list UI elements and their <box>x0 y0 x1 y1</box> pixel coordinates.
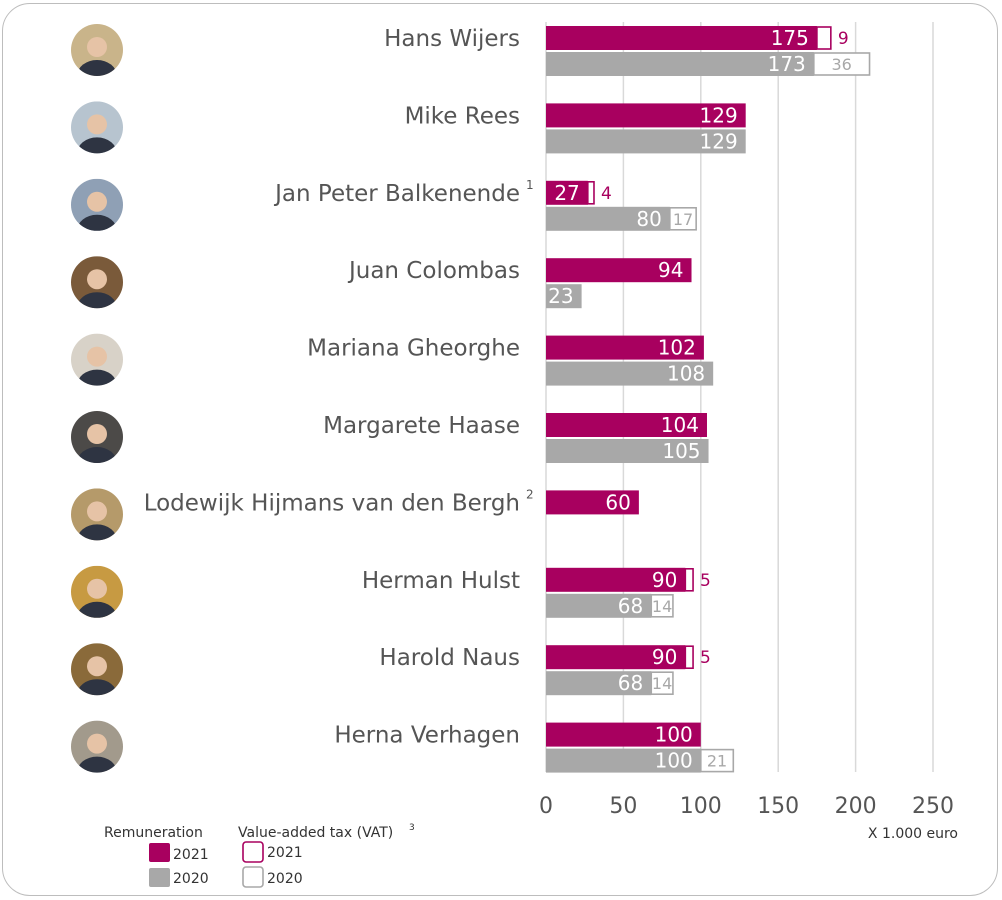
bar-remuneration-2021 <box>546 413 707 437</box>
bar-remuneration-2020 <box>546 52 814 76</box>
person-name: Margarete Haase <box>323 413 520 439</box>
legend-label-vat-2020: 2020 <box>267 871 303 887</box>
legend-swatch-vat-2020 <box>242 866 264 888</box>
person-name: Jan Peter Balkenende <box>273 181 520 207</box>
bar-vat-2021 <box>684 567 694 592</box>
bar-remuneration-2020 <box>546 129 746 154</box>
portrait-avatar-icon <box>71 333 123 386</box>
value-remuneration-2021: 90 <box>652 568 677 592</box>
person-name: Juan Colombas <box>347 258 520 284</box>
value-remuneration-2020: 80 <box>636 207 661 231</box>
value-vat-2020: 36 <box>831 55 851 74</box>
portrait-avatar-icon <box>71 720 123 773</box>
legend-label-vat-2021: 2021 <box>267 845 303 861</box>
portrait-avatar-icon <box>71 565 123 618</box>
value-remuneration-2021: 104 <box>661 413 699 437</box>
person-name: Hans Wijers <box>384 26 520 52</box>
legend-label-remuneration-2020: 2020 <box>173 871 209 887</box>
value-remuneration-2021: 102 <box>658 336 696 360</box>
legend-label-remuneration-2021: 2021 <box>173 847 209 863</box>
value-vat-2021: 5 <box>700 648 711 668</box>
bar-vat-2021 <box>586 181 595 205</box>
bar-vat-2021 <box>816 26 832 50</box>
name-footnote: 2 <box>526 487 534 501</box>
bar-remuneration-2021 <box>546 490 639 515</box>
bar-remuneration-2020 <box>546 748 701 773</box>
bar-vat-2020 <box>669 207 697 231</box>
value-remuneration-2020: 68 <box>618 594 643 618</box>
bar-remuneration-2020 <box>546 439 709 463</box>
value-remuneration-2021: 100 <box>655 723 693 747</box>
value-remuneration-2020: 173 <box>768 52 806 76</box>
x-tick-label: 100 <box>680 794 722 819</box>
x-tick-label: 50 <box>609 794 637 819</box>
person-name: Mariana Gheorghe <box>307 336 520 362</box>
unit-label: X 1.000 euro <box>868 826 958 842</box>
portrait-avatar-icon <box>71 256 123 309</box>
value-remuneration-2021: 94 <box>658 258 683 282</box>
bar-remuneration-2021 <box>546 180 588 205</box>
portrait-avatar-icon <box>71 101 123 154</box>
bar-remuneration-2021 <box>546 26 817 50</box>
person-name: Herman Hulst <box>362 568 520 594</box>
bar-remuneration-2021 <box>546 567 686 592</box>
value-remuneration-2021: 90 <box>652 645 677 669</box>
portrait-avatar-icon <box>71 24 123 76</box>
bar-remuneration-2020 <box>546 284 582 309</box>
bar-vat-2020 <box>699 748 735 773</box>
bar-remuneration-2020 <box>546 593 652 618</box>
value-remuneration-2020: 68 <box>618 671 643 695</box>
value-remuneration-2020: 100 <box>655 749 693 773</box>
value-vat-2020: 14 <box>652 674 672 693</box>
person-name: Harold Naus <box>379 645 520 671</box>
x-tick-label: 250 <box>912 794 954 819</box>
value-remuneration-2021: 27 <box>554 181 579 205</box>
bar-remuneration-2020 <box>546 206 670 231</box>
bar-remuneration-2021 <box>546 645 686 670</box>
legend-swatch-remuneration-2021 <box>149 843 170 862</box>
legend-vat-title: Value-added tax (VAT) <box>238 825 393 841</box>
value-vat-2020: 14 <box>652 597 672 616</box>
legend-swatch-remuneration-2020 <box>149 868 170 887</box>
bar-remuneration-2020 <box>546 361 714 386</box>
legend-remuneration-title: Remuneration <box>104 825 203 841</box>
bar-vat-2020 <box>650 593 674 618</box>
legend-vat-footnote: 3 <box>409 823 415 833</box>
bar-vat-2020 <box>813 52 871 76</box>
legend-swatch-vat-2021 <box>242 841 264 863</box>
bar-remuneration-2021 <box>546 335 704 360</box>
value-remuneration-2021: 129 <box>700 103 738 127</box>
value-vat-2021: 4 <box>601 184 612 204</box>
person-name: Herna Verhagen <box>334 723 520 749</box>
value-remuneration-2020: 108 <box>667 362 705 386</box>
chart-frame <box>2 3 998 896</box>
x-tick-label: 0 <box>539 794 553 819</box>
value-vat-2021: 5 <box>700 571 711 591</box>
person-name: Mike Rees <box>405 103 520 129</box>
value-remuneration-2020: 129 <box>700 129 738 153</box>
portrait-avatar-icon <box>71 178 123 231</box>
name-footnote: 1 <box>526 178 534 192</box>
value-remuneration-2021: 175 <box>771 26 809 50</box>
portrait-avatar-icon <box>71 643 123 696</box>
portrait-avatar-icon <box>71 411 123 463</box>
x-tick-label: 200 <box>835 794 877 819</box>
value-vat-2020: 17 <box>673 210 693 229</box>
bar-vat-2021 <box>684 645 694 670</box>
bar-remuneration-2021 <box>546 722 701 747</box>
bar-remuneration-2021 <box>546 103 746 128</box>
portrait-avatar-icon <box>71 488 123 541</box>
value-vat-2021: 9 <box>838 29 849 49</box>
bar-remuneration-2021 <box>546 258 692 283</box>
bar-remuneration-2020 <box>546 671 652 696</box>
x-tick-label: 150 <box>757 794 799 819</box>
value-remuneration-2020: 23 <box>548 284 573 308</box>
bar-vat-2020 <box>650 671 674 696</box>
value-remuneration-2021: 60 <box>605 490 630 514</box>
value-vat-2020: 21 <box>707 752 727 771</box>
person-name: Lodewijk Hijmans van den Bergh <box>144 490 520 516</box>
value-remuneration-2020: 105 <box>662 439 700 463</box>
